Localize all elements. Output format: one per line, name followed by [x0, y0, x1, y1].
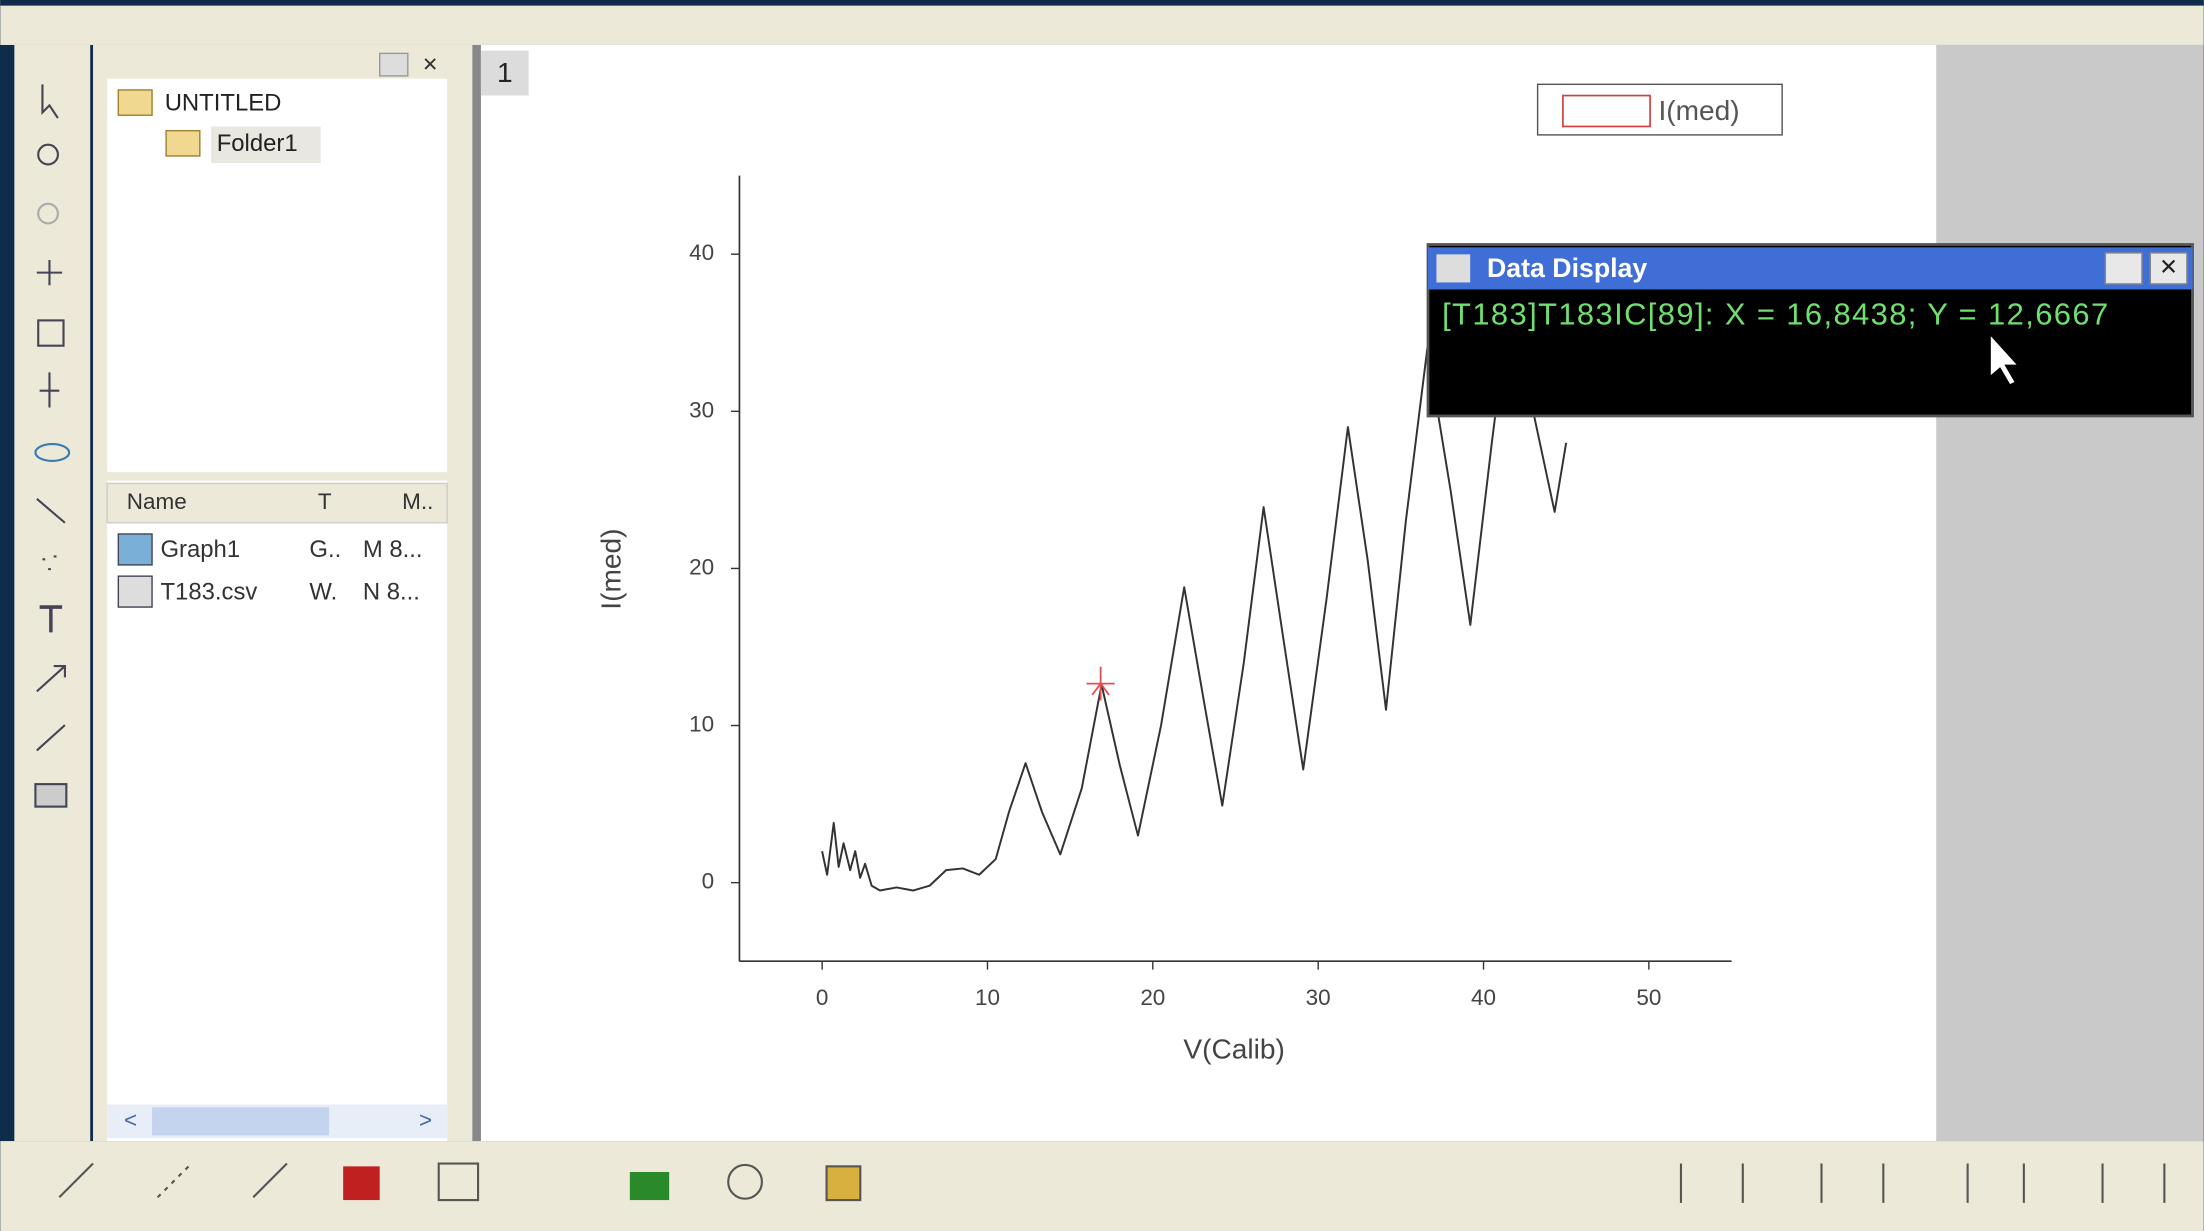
sheet-icon [118, 576, 152, 607]
y-tick-label: 40 [689, 240, 714, 265]
matrix-button[interactable] [827, 1166, 861, 1200]
scroll-left[interactable]: < [124, 1107, 137, 1132]
x-tick-label: 0 [816, 985, 829, 1010]
x-tick-label: 40 [1471, 985, 1496, 1010]
subfolder[interactable]: Folder1 [217, 130, 298, 157]
screen: ✕ UNTITLED Folder1 Name T M.. Graph1 G.. M… [0, 0, 2204, 1231]
folder-icon [118, 90, 152, 115]
top-toolbar [0, 0, 2203, 45]
scroll-right[interactable]: > [419, 1107, 432, 1132]
bottom-toolbar [0, 1141, 2203, 1231]
layer-number[interactable]: 1 [497, 57, 513, 88]
splitter [472, 45, 480, 1141]
legend-label: I(med) [1658, 95, 1739, 126]
column-button[interactable] [343, 1166, 380, 1200]
graph-page [481, 45, 1937, 1141]
scroll-thumb[interactable] [152, 1107, 329, 1135]
list-cell[interactable]: T183.csv [160, 578, 257, 605]
rectangle-tool[interactable] [35, 784, 66, 806]
column-header[interactable]: M.. [402, 489, 433, 514]
graph-icon [118, 534, 152, 565]
list-cell[interactable]: Graph1 [160, 536, 240, 563]
page: {"project_explorer": {"root": "UNTITLED"… [0, 0, 2204, 1231]
x-tick-label: 20 [1140, 985, 1165, 1010]
window-title: Data Display [1487, 253, 1647, 283]
list-cell[interactable]: G.. [309, 536, 341, 563]
list-cell[interactable]: N 8... [363, 578, 420, 605]
area-button[interactable] [630, 1172, 669, 1200]
root-folder[interactable]: UNTITLED [165, 89, 282, 116]
list-cell[interactable]: W. [309, 578, 337, 605]
tools-toolbar [14, 45, 90, 1141]
y-tick-label: 30 [689, 397, 714, 422]
explorer-pin[interactable] [380, 53, 408, 75]
folder-icon [166, 131, 200, 156]
explorer-close[interactable]: ✕ [422, 54, 438, 76]
y-tick-label: 0 [702, 869, 715, 894]
column-header[interactable]: T [318, 489, 332, 514]
x-axis-label: V(Calib) [1183, 1034, 1284, 1065]
x-tick-label: 50 [1636, 985, 1661, 1010]
frame [0, 0, 2203, 6]
y-tick-label: 20 [689, 554, 714, 579]
list-cell[interactable]: M 8... [363, 536, 423, 563]
close-glyph: ✕ [2159, 254, 2178, 279]
column-header[interactable]: Name [127, 489, 187, 514]
workspace [1937, 45, 2204, 1141]
window-icon [1436, 254, 1470, 282]
y-axis-label: I(med) [595, 529, 626, 610]
y-tick-label: 10 [689, 711, 714, 736]
x-tick-label: 30 [1306, 985, 1331, 1010]
x-tick-label: 10 [975, 985, 1000, 1010]
minimize-button[interactable] [2105, 253, 2142, 284]
